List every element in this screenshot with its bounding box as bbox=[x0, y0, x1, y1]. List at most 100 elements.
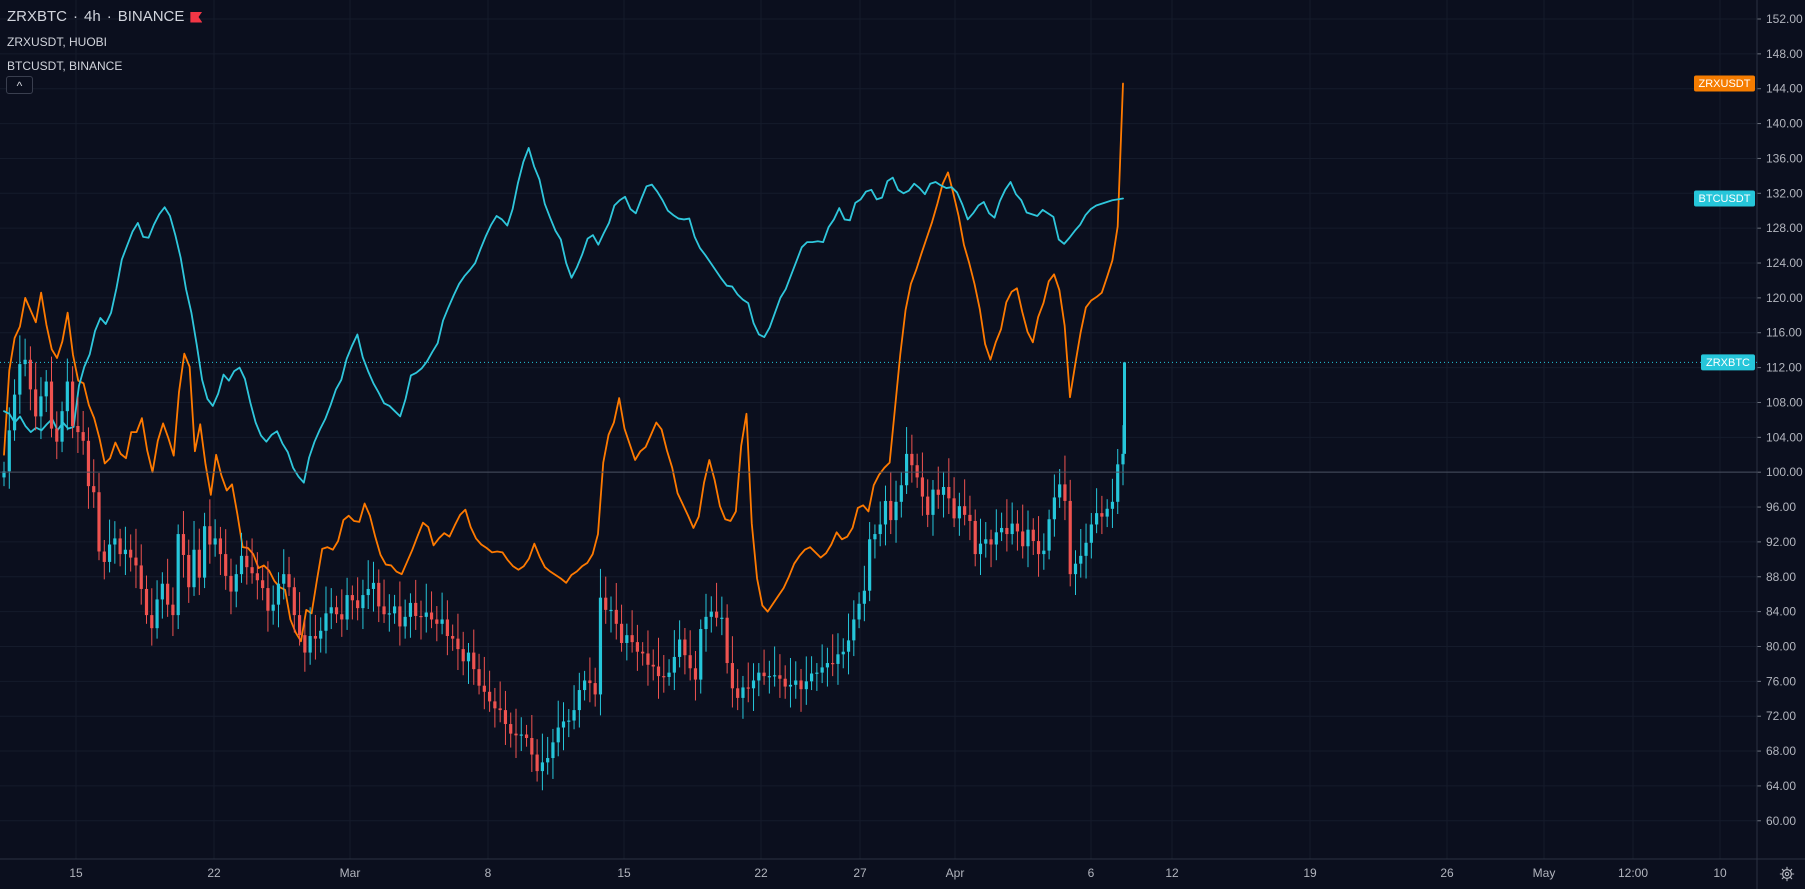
zrxbtc-candle-body bbox=[720, 617, 724, 619]
price-axis-label: 128.00 bbox=[1766, 221, 1803, 235]
zrxbtc-candle-body bbox=[292, 587, 296, 616]
zrxbtc-candle-body bbox=[350, 595, 354, 601]
zrxbtc-candle-body bbox=[234, 574, 238, 592]
zrxbtc-candle-body bbox=[1052, 497, 1056, 520]
zrxbtc-candle-body bbox=[978, 543, 983, 555]
zrxbtc-candle-body bbox=[81, 432, 85, 441]
zrxbtc-candle-body bbox=[176, 534, 180, 616]
zrxbtc-candle-body bbox=[588, 680, 592, 684]
zrxbtc-candle-body bbox=[804, 681, 808, 690]
btcusdt-line bbox=[3, 147, 1124, 484]
zrxbtc-candle-body bbox=[414, 602, 418, 616]
zrxbtc-candle-body bbox=[672, 656, 676, 673]
price-axis-label: 76.00 bbox=[1766, 674, 1796, 688]
zrxbtc-candle-body bbox=[873, 534, 877, 540]
zrxbtc-candle-body bbox=[192, 549, 196, 588]
price-axis-label: 84.00 bbox=[1766, 605, 1796, 619]
zrxbtc-candle-body bbox=[667, 672, 671, 677]
zrxbtc-candle-body bbox=[34, 389, 38, 417]
zrxbtc-candle-body bbox=[1000, 527, 1004, 533]
zrxbtc-candle-body bbox=[688, 655, 692, 669]
zrxbtc-candle-body bbox=[519, 734, 523, 736]
zrxbtc-candle-body bbox=[577, 690, 581, 711]
time-axis-label: Apr bbox=[946, 866, 965, 880]
zrxbtc-candle-body bbox=[820, 667, 824, 673]
zrxbtc-candle-body bbox=[656, 666, 661, 677]
price-axis-label: 72.00 bbox=[1766, 709, 1796, 723]
price-axis-label: 100.00 bbox=[1766, 465, 1803, 479]
zrxbtc-candle-body bbox=[762, 672, 766, 677]
main-symbol-legend: ZRXBTC · 4h · BINANCE bbox=[7, 4, 202, 30]
zrxbtc-candle-body bbox=[356, 600, 360, 609]
zrxbtc-candle-body bbox=[852, 619, 856, 641]
separator: · bbox=[106, 8, 112, 25]
flag-icon[interactable] bbox=[190, 12, 202, 23]
zrxbtc-candle-body bbox=[699, 629, 703, 680]
zrxbtc-candle-body bbox=[97, 492, 101, 552]
zrxbtc-candle-body bbox=[18, 364, 22, 395]
zrxbtc-candle-body bbox=[546, 758, 550, 763]
zrxbtc-candle-body bbox=[44, 381, 48, 397]
zrxbtc-candle-body bbox=[751, 680, 756, 689]
zrxbtc-candle-body bbox=[498, 708, 502, 711]
zrxbtc-candle-body bbox=[1089, 524, 1093, 543]
overlay-zrxusdt-legend: ZRXUSDT, HUOBI bbox=[7, 35, 108, 49]
price-axis-label: 120.00 bbox=[1766, 291, 1803, 305]
zrxbtc-candle-body bbox=[435, 619, 439, 624]
price-axis-label: 116.00 bbox=[1766, 326, 1802, 340]
zrxbtc-candle-body bbox=[540, 762, 544, 772]
zrxbtc-candle-body bbox=[250, 567, 254, 574]
zrxbtc-candle-body bbox=[55, 428, 59, 442]
zrxbtc-candle-body bbox=[287, 574, 291, 588]
zrxbtc-candle-body bbox=[1042, 550, 1046, 555]
zrxbtc-candle-body bbox=[271, 604, 275, 611]
price-axis-label: 136.00 bbox=[1766, 151, 1803, 165]
zrxbtc-candle-body bbox=[773, 675, 777, 677]
zrxbtc-candle-body bbox=[994, 532, 998, 545]
zrxbtc-candle-body bbox=[931, 489, 935, 515]
zrxbtc-candle-body bbox=[282, 574, 286, 584]
price-axis-label: 96.00 bbox=[1766, 500, 1796, 514]
time-axis-label: May bbox=[1533, 866, 1556, 880]
zrxbtc-price-badge-label: ZRXBTC bbox=[1706, 357, 1750, 369]
time-axis-label: 6 bbox=[1088, 866, 1095, 880]
zrxbtc-candle-body bbox=[28, 359, 32, 390]
zrxbtc-candle-body bbox=[957, 506, 961, 519]
zrxbtc-candle-body bbox=[889, 500, 893, 521]
zrxbtc-candle-body bbox=[788, 684, 793, 687]
gear-icon[interactable] bbox=[1779, 866, 1795, 882]
collapse-legend-button[interactable]: ^ bbox=[6, 76, 33, 94]
zrxbtc-candle-body bbox=[926, 496, 930, 515]
zrxbtc-candle-body bbox=[899, 485, 903, 502]
exchange: BINANCE bbox=[117, 8, 185, 25]
zrxbtc-candle-body bbox=[598, 597, 603, 695]
zrxbtc-candle-layer bbox=[2, 335, 1126, 791]
zrxbtc-candle-body bbox=[556, 727, 560, 743]
zrxbtc-candle-body bbox=[303, 635, 307, 653]
zrxbtc-candle-body bbox=[725, 617, 729, 664]
price-axis-label: 92.00 bbox=[1766, 535, 1796, 549]
zrxbtc-candle-body bbox=[23, 359, 27, 365]
time-axis-label: 12:00 bbox=[1618, 866, 1648, 880]
zrxbtc-candle-body bbox=[440, 619, 444, 624]
zrxbtc-candle-body bbox=[361, 595, 365, 609]
zrxbtc-candle-body bbox=[535, 754, 539, 772]
zrxbtc-candle-body bbox=[857, 603, 861, 620]
zrxbtc-candle-body bbox=[187, 554, 191, 588]
zrxbtc-candle-body bbox=[630, 635, 634, 643]
zrxbtc-candle-body bbox=[398, 606, 402, 627]
zrxbtc-candle-body bbox=[366, 588, 370, 596]
zrxbtc-candle-body bbox=[472, 652, 476, 670]
zrxbtc-candle-body bbox=[129, 549, 133, 558]
zrxbtc-candle-body bbox=[567, 720, 571, 722]
zrxbtc-candle-body bbox=[445, 619, 449, 637]
zrxbtc-candle-body bbox=[941, 487, 946, 495]
zrxbtc-candle-body bbox=[1010, 523, 1014, 535]
zrxbtc-candle-body bbox=[593, 683, 597, 695]
zrxbtc-candle-body bbox=[678, 639, 682, 657]
zrxbtc-candle-body bbox=[107, 544, 112, 562]
zrxbtc-candle-body bbox=[113, 538, 117, 545]
